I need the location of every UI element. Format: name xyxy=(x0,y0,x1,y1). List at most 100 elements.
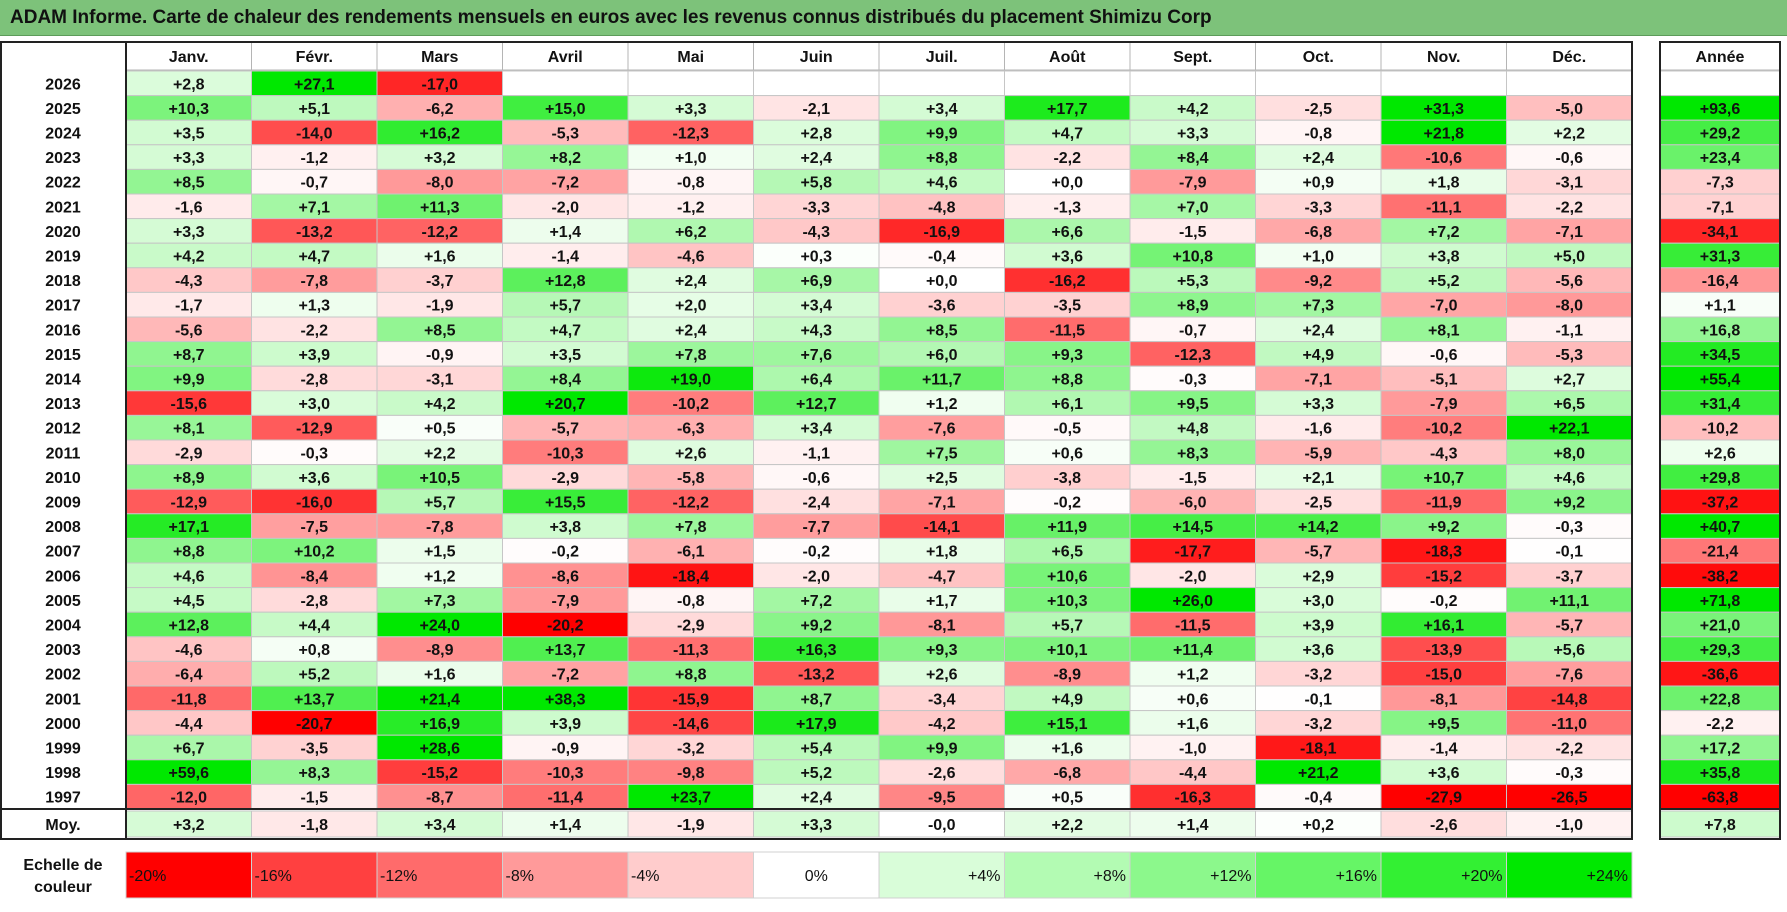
legend-step-label: +12% xyxy=(1210,868,1251,885)
heatmap-cell-value: -2,0 xyxy=(1179,568,1207,585)
heatmap-cell xyxy=(1129,316,1256,343)
heatmap-cell xyxy=(878,611,1005,638)
heatmap-cell xyxy=(627,537,754,564)
annual-cell xyxy=(1659,685,1781,712)
heatmap-cell xyxy=(1004,562,1131,589)
annual-cell xyxy=(1659,95,1781,121)
heatmap-cell-value: +6,9 xyxy=(800,273,832,290)
heatmap-cell-value: -10,3 xyxy=(547,445,584,462)
month-header-label: Juil. xyxy=(926,49,958,66)
heatmap-cell-value: -2,9 xyxy=(175,445,203,462)
heatmap-cell-value: -0,1 xyxy=(1555,544,1583,561)
heatmap-cell-value: +5,8 xyxy=(800,175,832,192)
heatmap-cell xyxy=(753,464,880,490)
heatmap-cell-value: +1,2 xyxy=(1177,667,1209,684)
heatmap-cell xyxy=(1004,537,1131,564)
heatmap-cell xyxy=(125,513,252,539)
heatmap-cell-value: -5,7 xyxy=(551,421,579,438)
heatmap-cell-value: +10,2 xyxy=(294,544,335,561)
annual-cell-value: +93,6 xyxy=(1700,101,1741,118)
heatmap-cell-value: +8,9 xyxy=(1177,298,1209,315)
heatmap-cell-value: +8,8 xyxy=(1051,372,1083,389)
heatmap-cell-value: -4,8 xyxy=(928,199,956,216)
heatmap-cell-value: +3,5 xyxy=(173,126,205,143)
heatmap-cell-value: +24,0 xyxy=(420,618,461,635)
heatmap-cell xyxy=(1255,144,1382,170)
heatmap-cell-value: +9,5 xyxy=(1428,716,1460,733)
heatmap-cell-value: -0,9 xyxy=(426,347,454,364)
heatmap-cell-value: -2,2 xyxy=(1555,199,1583,216)
heatmap-cell-value: +3,6 xyxy=(1302,642,1334,659)
annual-cell-value: +71,8 xyxy=(1700,593,1741,610)
heatmap-cell-value: -3,2 xyxy=(1304,716,1332,733)
heatmap-cell-value: +4,2 xyxy=(173,249,205,266)
heatmap-cell-value: +3,4 xyxy=(800,421,832,438)
year-label: 2020 xyxy=(45,224,81,241)
average-annual-value: +7,8 xyxy=(1704,817,1736,834)
heatmap-cell xyxy=(878,267,1005,293)
month-header-cell xyxy=(125,41,252,71)
heatmap-cell-value: -2,9 xyxy=(677,618,705,635)
heatmap-cell-value: +9,3 xyxy=(1051,347,1083,364)
heatmap-cell-value: +7,3 xyxy=(1302,298,1334,315)
year-label: 2012 xyxy=(45,421,81,438)
heatmap-cell xyxy=(1380,267,1507,293)
heatmap-cell-value: +22,1 xyxy=(1549,421,1590,438)
heatmap-cell-value: +27,1 xyxy=(294,76,335,93)
average-cell xyxy=(251,810,378,838)
month-header-label: Juin xyxy=(800,49,833,66)
heatmap-cell-value: -3,7 xyxy=(426,273,454,290)
heatmap-cell xyxy=(878,587,1005,613)
heatmap-cell-value: +14,5 xyxy=(1173,519,1214,536)
annual-cell-value: -2,2 xyxy=(1706,716,1734,733)
heatmap-cell-value: -0,3 xyxy=(1555,519,1583,536)
heatmap-cell-value: -15,0 xyxy=(1426,667,1463,684)
year-label: 2024 xyxy=(45,126,81,143)
heatmap-cell xyxy=(1380,95,1507,121)
heatmap-cell xyxy=(627,660,754,687)
heatmap-cell-value: +5,2 xyxy=(298,667,330,684)
heatmap-cell-value: -7,6 xyxy=(1555,667,1583,684)
month-header-label: Févr. xyxy=(296,49,333,66)
heatmap-cell xyxy=(627,168,754,195)
heatmap-cell-value: -3,5 xyxy=(300,741,328,758)
heatmap-cell-value: -3,4 xyxy=(928,691,956,708)
heatmap-cell-value: +3,3 xyxy=(173,224,205,241)
heatmap-cell-value: +12,7 xyxy=(796,396,837,413)
heatmap-cell-value: +8,3 xyxy=(1177,445,1209,462)
heatmap-cell xyxy=(376,710,503,736)
heatmap-cell xyxy=(502,439,629,466)
heatmap-cell-value: +0,3 xyxy=(800,249,832,266)
heatmap-cell xyxy=(878,414,1005,441)
heatmap-cell-value: +16,1 xyxy=(1424,618,1465,635)
heatmap-cell-value: -8,9 xyxy=(1053,667,1081,684)
heatmap-cell xyxy=(627,95,754,121)
heatmap-cell xyxy=(878,537,1005,564)
heatmap-cell xyxy=(627,70,754,97)
heatmap-cell xyxy=(878,341,1005,367)
heatmap-cell-value: -4,4 xyxy=(1179,765,1207,782)
heatmap-cell xyxy=(627,193,754,220)
heatmap-cell-value: -5,3 xyxy=(1555,347,1583,364)
year-label: 2003 xyxy=(45,642,81,659)
heatmap-cell-value: -26,5 xyxy=(1551,790,1588,807)
heatmap-cell xyxy=(1380,316,1507,343)
heatmap-cell xyxy=(1380,783,1507,810)
heatmap-cell-value: -13,9 xyxy=(1426,642,1463,659)
heatmap-cell xyxy=(376,267,503,293)
heatmap-cell-value: +3,3 xyxy=(1302,396,1334,413)
heatmap-cell xyxy=(753,365,880,392)
heatmap-cell-value: -2,1 xyxy=(802,101,830,118)
heatmap-cell xyxy=(251,267,378,293)
heatmap-cell xyxy=(1255,710,1382,736)
heatmap-cell-value: +5,2 xyxy=(800,765,832,782)
heatmap-cell xyxy=(1255,636,1382,662)
heatmap-cell-value: -7,2 xyxy=(551,667,579,684)
heatmap-cell xyxy=(125,341,252,367)
heatmap-cell xyxy=(376,537,503,564)
heatmap-cell-value: -5,7 xyxy=(1304,544,1332,561)
heatmap-cell-value: +8,5 xyxy=(424,322,456,339)
heatmap-cell xyxy=(627,734,754,761)
heatmap-cell-value: -27,9 xyxy=(1426,790,1463,807)
heatmap-cell-value: +7,2 xyxy=(800,593,832,610)
